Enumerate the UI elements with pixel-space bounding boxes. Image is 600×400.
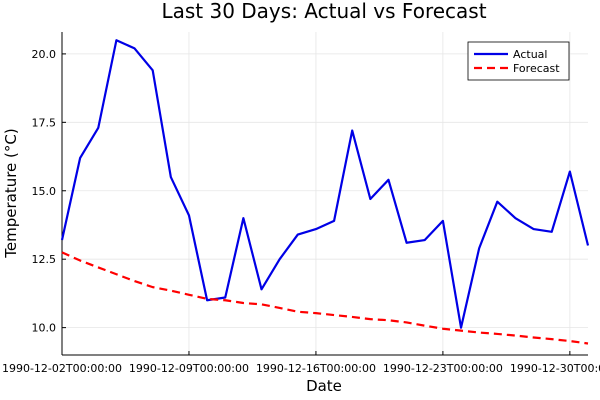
axes [61, 32, 588, 356]
y-axis-label: Temperature (°C) [2, 128, 20, 258]
x-tick-label: 1990-12-09T00:00:00 [129, 362, 249, 375]
legend-label-actual: Actual [513, 48, 547, 61]
legend-label-forecast: Forecast [513, 62, 560, 75]
legend-box [467, 41, 570, 81]
ticks: 1990-12-02T00:00:00 1990-12-09T00:00:00 19… [2, 48, 600, 375]
x-tick-label: 1990-12-23T00:00:00 [383, 362, 503, 375]
y-tick-label: 10.0 [32, 322, 57, 335]
series-line-forecast [61, 251, 589, 345]
y-tick-label: 12.5 [32, 253, 57, 266]
y-tick-label: 15.0 [32, 185, 57, 198]
series-line-actual [60, 39, 590, 329]
chart-title: Last 30 Days: Actual vs Forecast [161, 0, 486, 23]
x-tick-label: 1990-12-16T00:00:00 [256, 362, 376, 375]
series [60, 39, 590, 345]
x-tick-label: 1990-12-30T00:00:00 [510, 362, 600, 375]
y-tick-label: 20.0 [32, 48, 57, 61]
x-axis-label: Date [306, 377, 342, 395]
y-tick-label: 17.5 [32, 116, 57, 129]
x-tick-label: 1990-12-02T00:00:00 [2, 362, 122, 375]
